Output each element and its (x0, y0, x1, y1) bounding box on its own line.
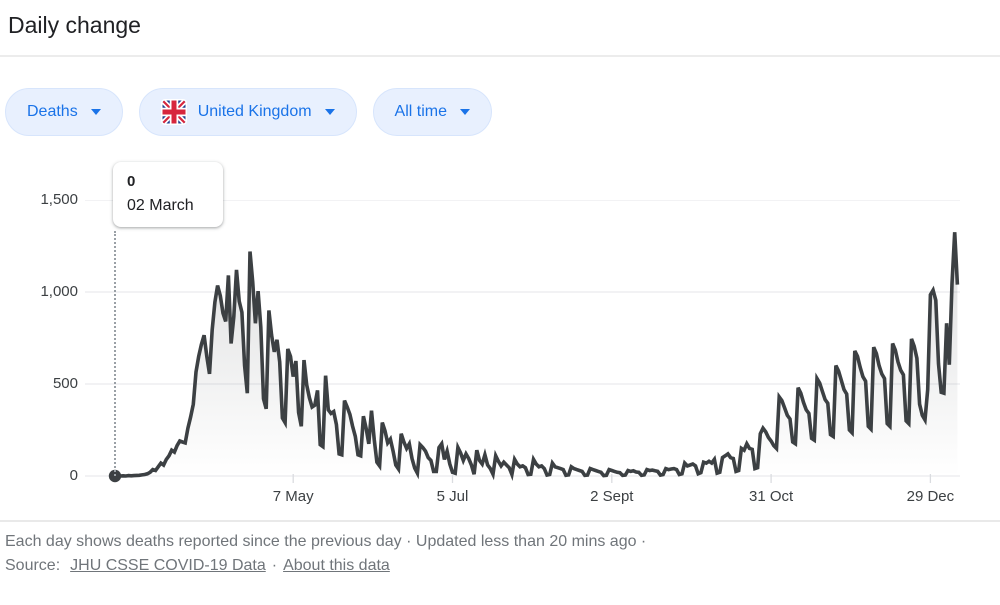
filter-metric-label: Deaths (27, 103, 78, 120)
filter-bar: Deaths United Kingdom (0, 57, 1000, 136)
data-point-dot (108, 469, 122, 483)
tooltip-date: 02 March (127, 197, 194, 214)
footer-description: Each day shows deaths reported since the… (5, 533, 647, 550)
x-axis-label: 31 Oct (749, 488, 794, 505)
chevron-down-icon (90, 109, 101, 115)
line-series (115, 232, 960, 482)
x-axis-ticks (292, 474, 932, 483)
bottom-divider (0, 520, 1000, 522)
y-axis-label: 0 (69, 467, 78, 484)
x-axis-label: 29 Dec (906, 488, 955, 505)
plot-area[interactable] (85, 200, 960, 484)
chevron-down-icon (460, 109, 470, 115)
footer-source-row: Source: JHU CSSE COVID-19 Data · About this… (5, 554, 992, 578)
filter-metric-deaths[interactable]: Deaths (5, 88, 123, 136)
chevron-down-icon (324, 109, 335, 115)
footer: Each day shows deaths reported since the… (0, 522, 1000, 578)
tooltip-value: 0 (127, 173, 136, 190)
source-link[interactable]: JHU CSSE COVID-19 Data (70, 557, 266, 574)
top-divider (0, 55, 1000, 57)
filter-country-united-kingdom[interactable]: United Kingdom (138, 88, 357, 136)
dot-separator: · (271, 557, 278, 574)
x-axis-label: 5 Jul (436, 488, 469, 505)
about-data-link[interactable]: About this data (283, 557, 390, 574)
x-axis-label: 2 Sept (590, 488, 634, 505)
y-axis-label: 1,500 (40, 191, 78, 208)
area-fill (115, 232, 958, 476)
x-axis-label: 7 May (272, 488, 314, 505)
uk-flag-icon (160, 99, 187, 125)
page-title: Daily change (8, 12, 141, 38)
tooltip: 0 02 March (113, 162, 223, 227)
filter-country-label: United Kingdom (197, 103, 312, 120)
hover-guide-line (114, 231, 116, 476)
filter-timerange-label: All time (394, 103, 447, 120)
y-axis-label: 1,000 (40, 283, 78, 300)
filter-timerange-all-time[interactable]: All time (372, 88, 492, 136)
y-axis-label: 500 (52, 375, 78, 392)
daily-change-chart[interactable]: 0 500 1,000 1,500 0 02 March 7 May 5 Jul 2 Se… (0, 160, 1000, 520)
source-label: Source: (5, 557, 61, 574)
